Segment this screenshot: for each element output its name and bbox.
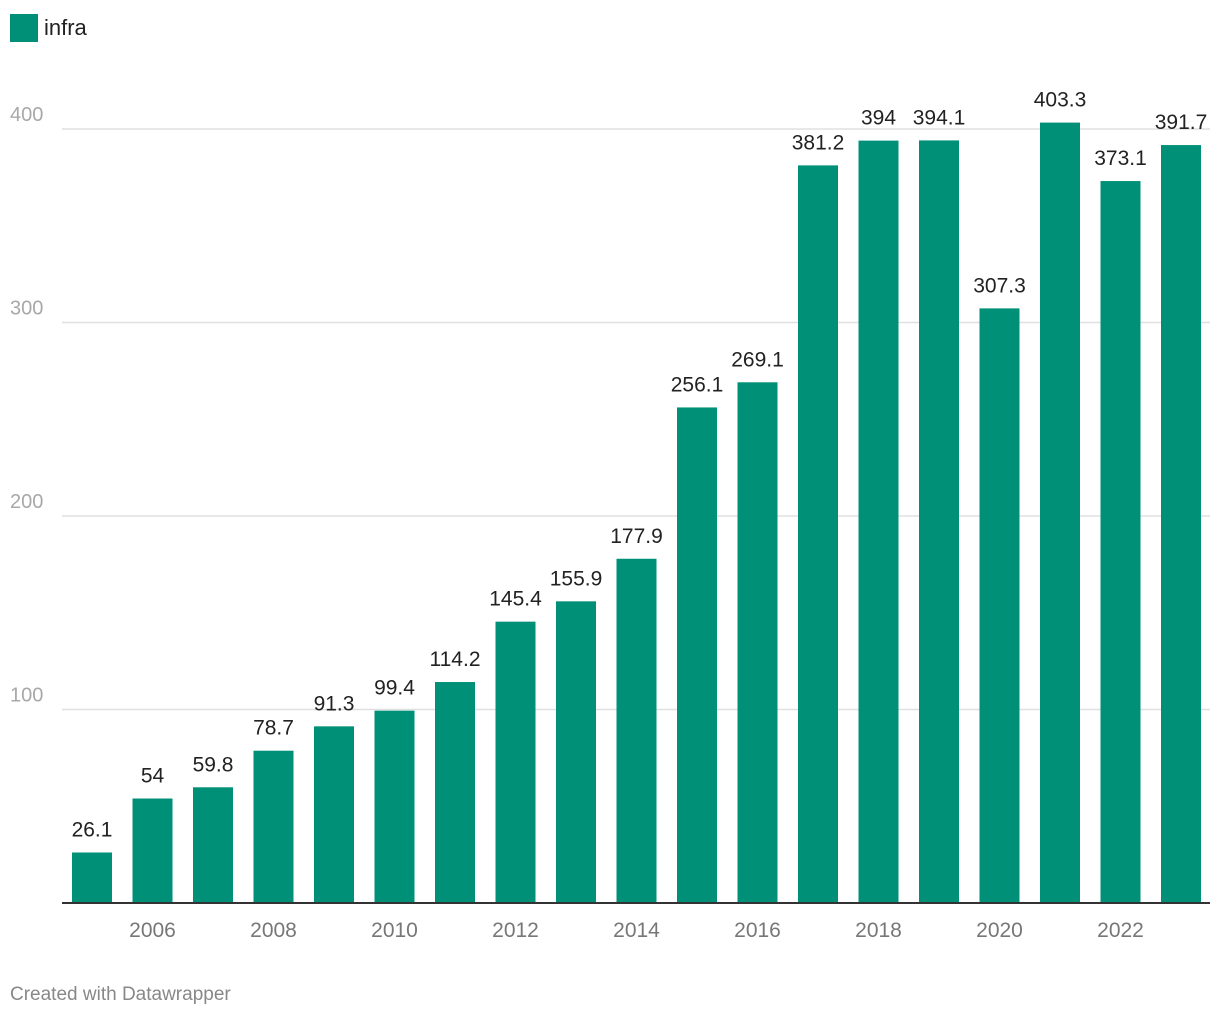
data-label: 114.2 [430,648,481,671]
legend-swatch [10,14,38,42]
x-tick-label: 2016 [734,919,781,942]
x-tick-label: 2018 [855,919,902,942]
x-tick-label: 2014 [613,919,660,942]
y-tick-label: 200 [10,491,43,513]
bar-2016 [737,382,778,903]
data-label: 381.2 [792,131,845,154]
data-label: 394 [861,107,896,130]
y-tick-label: 100 [10,685,43,707]
data-label: 177.9 [610,525,663,548]
chart-legend: infra [10,14,87,42]
data-label: 307.3 [973,274,1026,297]
bar-2017 [798,165,838,904]
data-label: 99.4 [374,677,415,700]
bar-2007 [193,787,233,903]
bar-2008 [253,750,294,903]
bar-2020 [979,308,1020,903]
data-label: 145.4 [489,588,542,611]
data-label: 373.1 [1094,147,1147,170]
bar-2012 [495,621,536,903]
x-tick-label: 2020 [976,919,1023,942]
y-tick-label: 400 [10,104,43,126]
bar-2013 [556,601,596,903]
footer-credit: Created with Datawrapper [10,984,231,1005]
data-label: 59.8 [193,753,234,776]
data-label: 394.1 [913,106,966,129]
bar-2018 [858,140,899,904]
bar-2011 [435,682,475,903]
legend-label: infra [44,15,87,40]
data-label: 155.9 [550,567,603,590]
data-label: 391.7 [1155,111,1208,134]
data-label: 91.3 [314,692,355,715]
bar-2021 [1040,122,1080,903]
bar-2022 [1100,181,1141,903]
bar-2010 [374,710,415,903]
bar-2023 [1161,145,1201,904]
bar-2009 [314,726,354,903]
bar-2005 [72,852,112,903]
x-tick-label: 2010 [371,919,418,942]
bar-2015 [677,407,717,903]
x-tick-label: 2022 [1097,919,1144,942]
data-label: 256.1 [671,373,724,396]
x-tick-label: 2012 [492,919,539,942]
x-tick-label: 2008 [250,919,297,942]
data-label: 78.7 [253,717,294,740]
data-label: 54 [141,765,165,788]
y-tick-label: 300 [10,298,43,320]
data-label: 403.3 [1034,89,1087,112]
data-label: 26.1 [72,818,113,841]
bar-2019 [919,140,959,903]
bar-2014 [616,558,657,903]
bar-2006 [132,798,173,903]
data-label: 269.1 [731,348,784,371]
x-tick-label: 2006 [129,919,176,942]
